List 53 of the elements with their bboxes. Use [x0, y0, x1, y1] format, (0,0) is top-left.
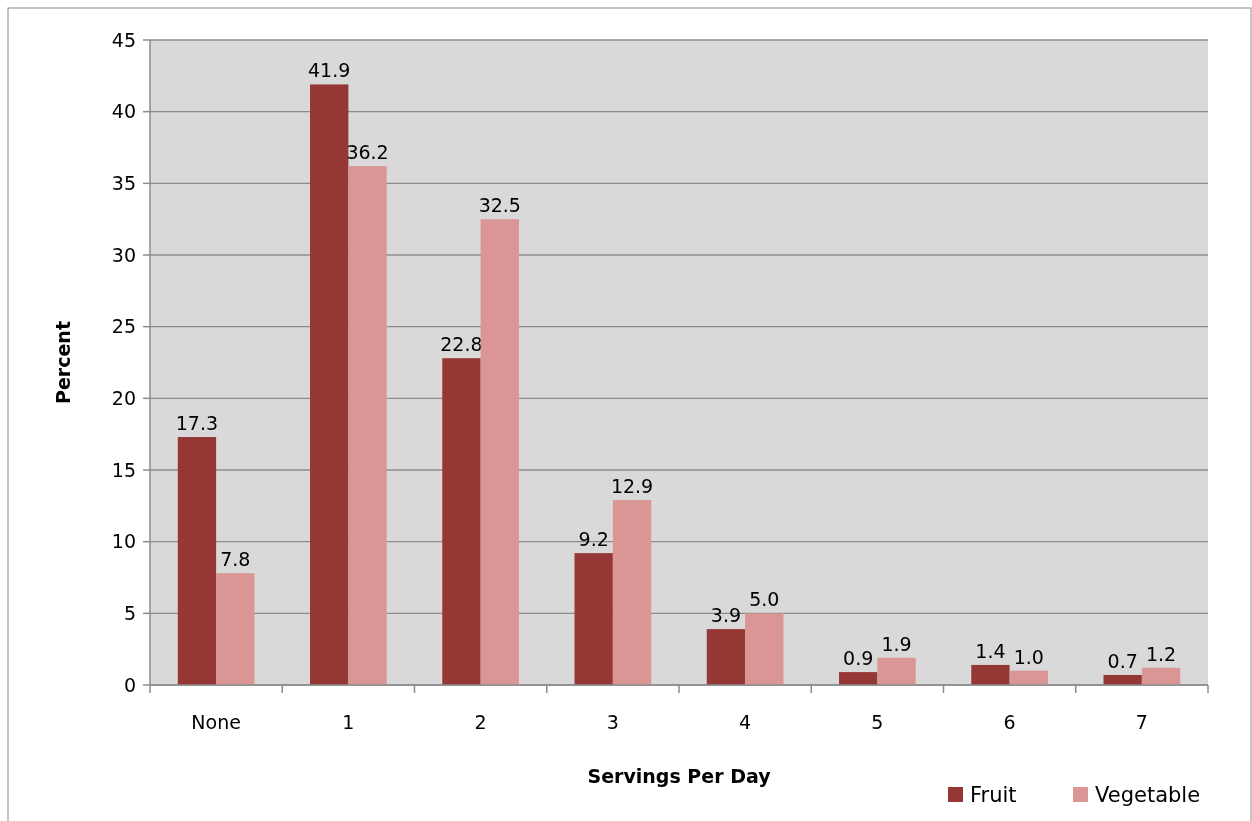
x-tick-label: 7: [1135, 711, 1148, 733]
bar: [877, 657, 916, 685]
x-tick-label: 4: [739, 711, 752, 733]
x-axis-title: Servings Per Day: [587, 765, 772, 787]
data-label: 7.8: [220, 548, 251, 571]
data-label: 5.0: [749, 588, 780, 611]
bar: [1009, 670, 1048, 685]
bar: [442, 358, 481, 685]
bar: [348, 166, 387, 685]
bar: [839, 672, 878, 685]
x-tick-label: 3: [606, 711, 619, 733]
y-tick-label: 5: [123, 601, 136, 624]
data-label: 36.2: [346, 141, 389, 164]
x-tick-label: 6: [1003, 711, 1016, 733]
bar: [745, 613, 784, 685]
x-tick-label: 1: [342, 711, 355, 733]
y-tick-label: 35: [111, 171, 136, 194]
bar: [177, 437, 217, 685]
y-tick-label: 30: [111, 243, 136, 266]
y-tick-label: 45: [111, 28, 136, 51]
data-label: 32.5: [478, 194, 521, 217]
x-tick-label: 5: [871, 711, 884, 733]
data-label: 1.4: [975, 639, 1006, 662]
y-tick-label: 15: [111, 458, 136, 481]
legend-label: Vegetable: [1095, 783, 1201, 808]
y-tick-label: 40: [111, 100, 136, 123]
bar: [310, 84, 349, 685]
x-tick-label: 2: [474, 711, 487, 733]
x-tick-label: None: [191, 711, 241, 733]
bar: [706, 629, 746, 685]
bar: [971, 664, 1010, 685]
data-label: 17.3: [175, 412, 219, 435]
data-label: 1.2: [1145, 642, 1177, 665]
y-axis-title: Percent: [52, 321, 74, 404]
bar: [574, 553, 613, 685]
data-label: 3.9: [710, 604, 742, 627]
legend-label: Fruit: [970, 783, 1017, 808]
data-label: 1.9: [881, 632, 912, 655]
data-label: 0.9: [843, 647, 874, 670]
data-label: 1.0: [1013, 645, 1044, 668]
y-tick-label: 10: [111, 530, 136, 553]
bar: [1141, 667, 1181, 685]
data-label: 9.2: [578, 528, 609, 551]
y-tick-label: 25: [111, 315, 136, 338]
y-tick-label: 0: [123, 673, 136, 696]
bar: [612, 500, 652, 685]
y-tick-label: 20: [111, 386, 136, 409]
data-label: 12.9: [610, 475, 654, 498]
bar: [216, 573, 255, 685]
data-label: 22.8: [440, 333, 483, 356]
data-label: 41.9: [308, 59, 351, 82]
bar: [480, 219, 519, 685]
data-label: 0.7: [1107, 649, 1138, 672]
